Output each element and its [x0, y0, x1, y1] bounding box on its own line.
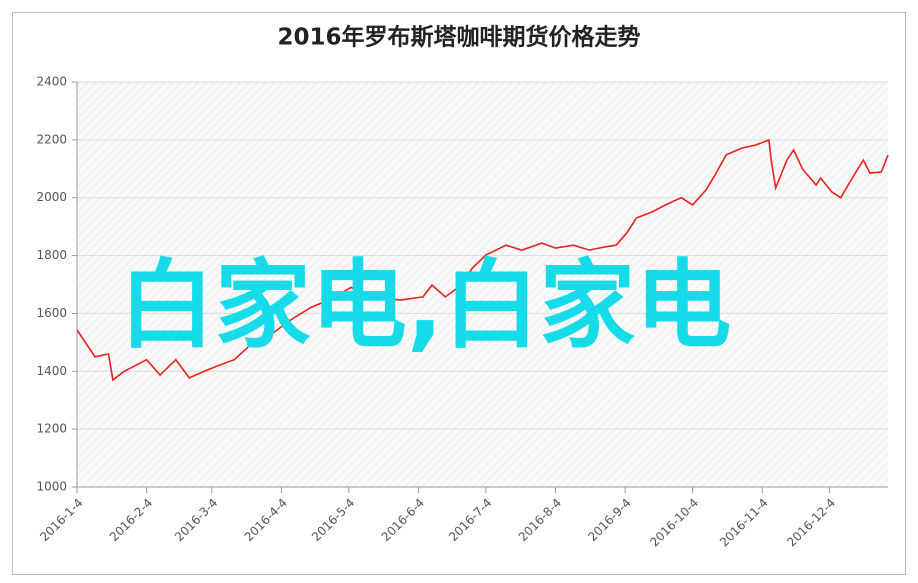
y-tick-label: 1800 — [36, 248, 67, 262]
y-tick-label: 1200 — [36, 422, 67, 436]
price-line — [76, 138, 889, 382]
y-tick-label: 1000 — [36, 480, 67, 494]
chart-title: 2016年罗布斯塔咖啡期货价格走势 — [277, 24, 640, 51]
plot-area — [77, 82, 888, 487]
y-tick-label: 2400 — [36, 75, 67, 89]
y-tick-label: 1400 — [36, 364, 67, 378]
y-tick-label: 2000 — [36, 190, 67, 204]
y-tick-label: 1600 — [36, 306, 67, 320]
watermark: 白家电,白家电 — [119, 249, 731, 361]
y-tick-label: 2200 — [36, 132, 67, 146]
